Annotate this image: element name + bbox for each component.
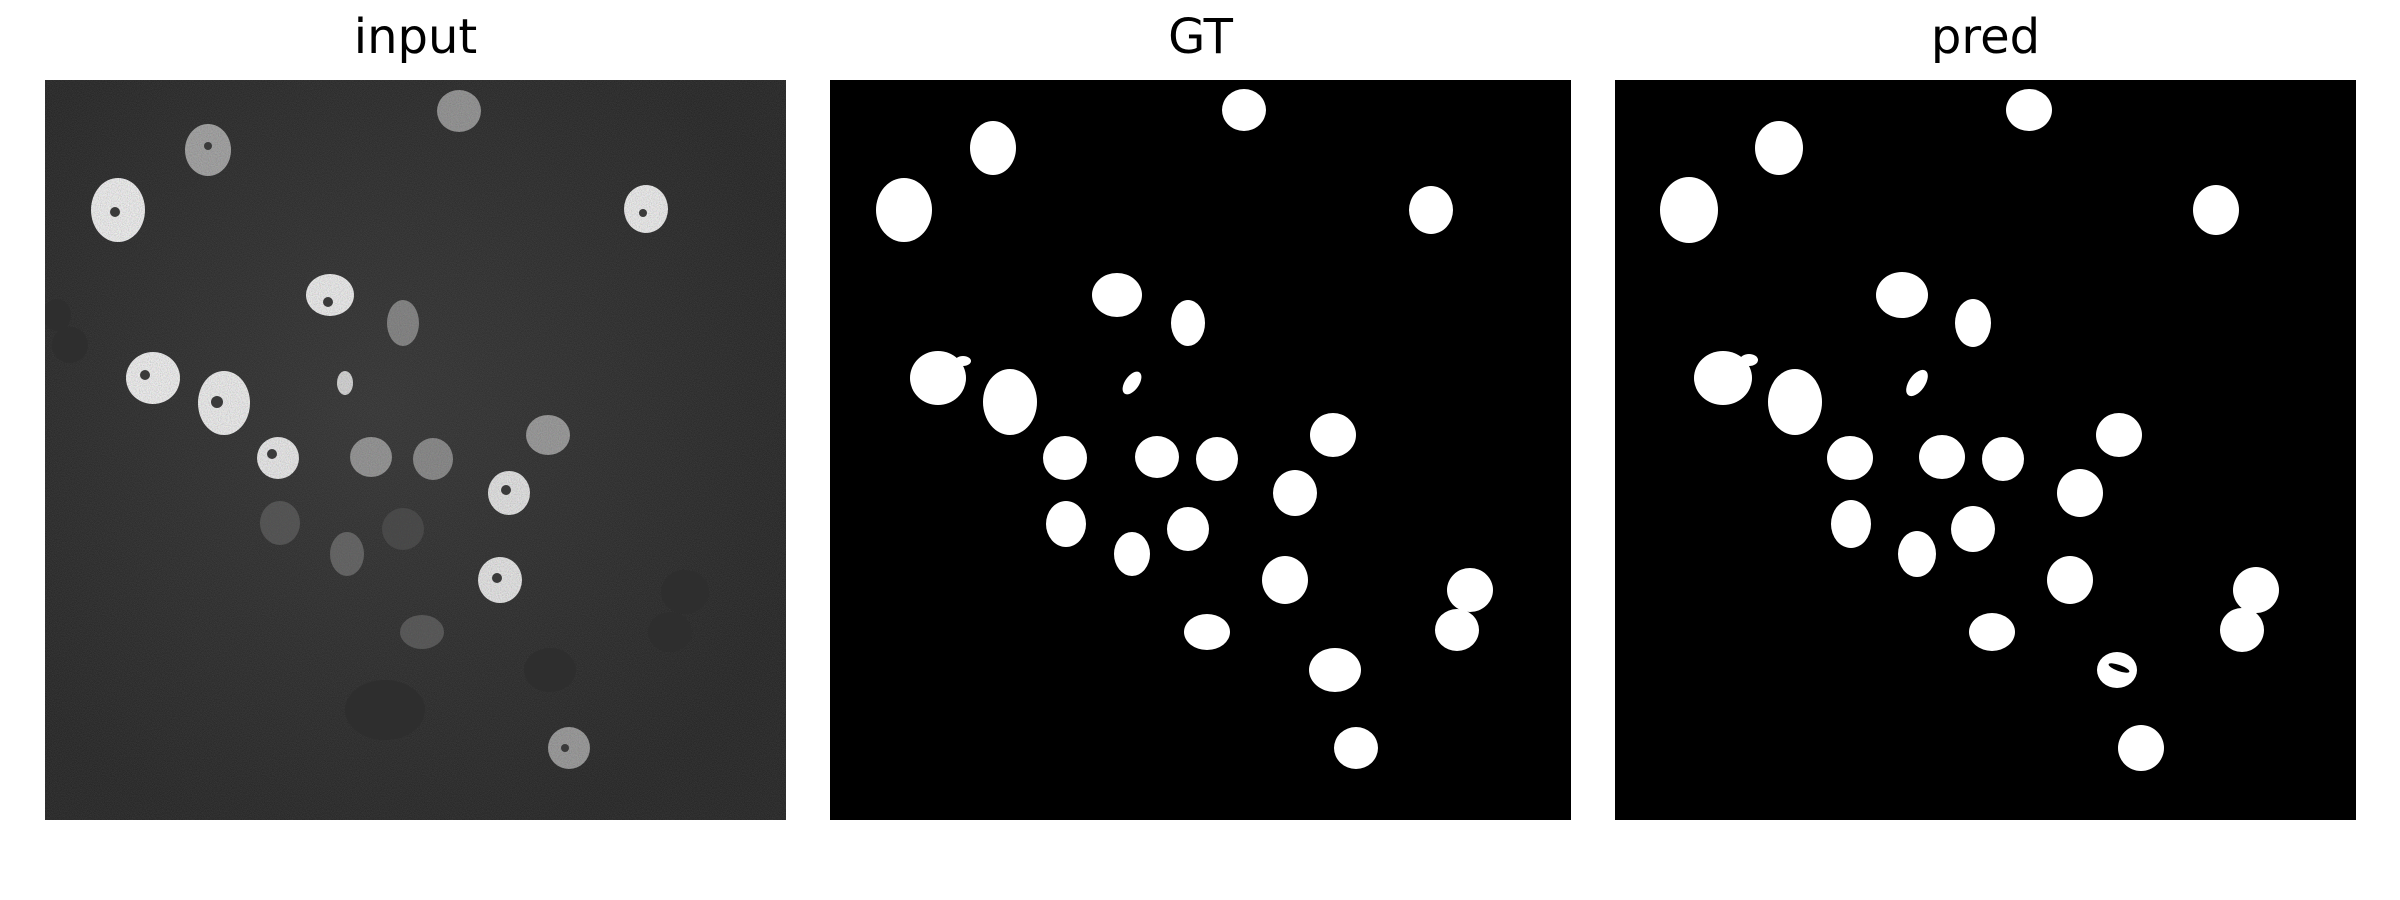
input-image: [45, 80, 786, 820]
pred-mask-image: [1615, 80, 2356, 820]
gt-segmentation-mask: [830, 80, 1571, 820]
pred-segmentation-mask: [1615, 80, 2356, 820]
panel-input: input: [45, 0, 786, 900]
gt-mask-image: [830, 80, 1571, 820]
panel-gt: GT: [830, 0, 1571, 900]
panel-title-pred: pred: [1930, 9, 2041, 65]
panel-title-gt: GT: [1168, 9, 1233, 65]
panel-title-input: input: [353, 9, 478, 65]
input-microscopy-image: [45, 80, 786, 820]
panel-pred: pred: [1615, 0, 2356, 900]
